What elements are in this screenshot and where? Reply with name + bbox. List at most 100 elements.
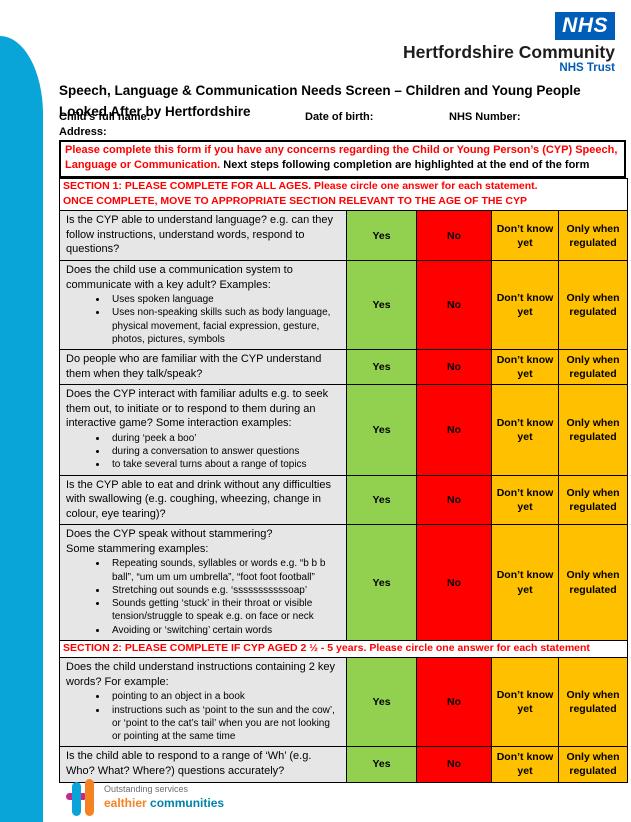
answer-yes[interactable]: Yes [346, 384, 417, 476]
answer-only-when-regulated[interactable]: Only when regulated [557, 259, 629, 351]
answer-only-when-regulated[interactable]: Only when regulated [557, 524, 629, 642]
h-icon-orange-bar [85, 779, 94, 816]
question-example-item: Stretching out sounds e.g. ‘ssssssssssso… [108, 584, 340, 597]
completion-notice-box: Please complete this form if you have an… [59, 140, 626, 178]
question-text: Does the CYP speak without stammering? S… [66, 528, 273, 555]
question-cell: Does the child understand instructions c… [59, 657, 347, 748]
question-text: Do people who are familiar with the CYP … [66, 353, 322, 380]
question-cell: Does the CYP interact with familiar adul… [59, 384, 347, 476]
question-row-s1-2: Does the child use a communication syste… [59, 259, 629, 351]
question-row-s2-1: Does the child understand instructions c… [59, 657, 629, 748]
question-row-s1-5: Is the CYP able to eat and drink without… [59, 474, 629, 526]
answer-yes[interactable]: Yes [346, 474, 417, 526]
left-accent-bar [0, 36, 43, 822]
answer-dont-know-yet[interactable]: Don’t know yet [491, 474, 559, 526]
answer-yes[interactable]: Yes [346, 746, 417, 783]
answer-only-when-regulated[interactable]: Only when regulated [557, 349, 629, 386]
question-cell: Is the CYP able to eat and drink without… [59, 474, 347, 526]
answer-dont-know-yet[interactable]: Don’t know yet [491, 657, 559, 748]
address-field-label[interactable]: Address: [59, 126, 107, 138]
question-text: Is the child able to respond to a range … [66, 750, 312, 777]
question-example-item: Repeating sounds, syllables or words e.g… [108, 557, 340, 584]
question-example-item: Uses non-speaking skills such as body la… [108, 306, 340, 346]
question-cell: Is the CYP able to understand language? … [59, 210, 347, 261]
footer-tagline-orange: ealthier [104, 795, 147, 810]
question-row-s1-1: Is the CYP able to understand language? … [59, 210, 629, 261]
question-example-item: during ‘peek a boo’ [108, 432, 340, 445]
question-example-item: during a conversation to answer question… [108, 445, 340, 458]
answer-yes[interactable]: Yes [346, 210, 417, 261]
section-2-row: SECTION 2: PLEASE COMPLETE IF CYP AGED 2… [58, 640, 629, 659]
answer-dont-know-yet[interactable]: Don’t know yet [491, 384, 559, 476]
answer-no[interactable]: No [416, 746, 492, 783]
footer-brand: Outstanding services ealthier communitie… [64, 779, 224, 816]
question-example-item: Uses spoken language [108, 293, 340, 306]
answer-no[interactable]: No [416, 349, 492, 386]
answer-no[interactable]: No [416, 384, 492, 476]
question-text: Does the CYP interact with familiar adul… [66, 388, 329, 430]
question-example-item: pointing to an object in a book [108, 690, 340, 703]
answer-yes[interactable]: Yes [346, 524, 417, 642]
page-header: NHS Hertfordshire Community NHS Trust [60, 12, 615, 76]
answer-only-when-regulated[interactable]: Only when regulated [557, 474, 629, 526]
screen-table: SECTION 1: PLEASE COMPLETE FOR ALL AGES.… [58, 177, 629, 783]
nhs-logo: NHS [555, 12, 615, 40]
question-examples-list: Uses spoken languageUses non-speaking sk… [66, 293, 340, 346]
notice-red-text: Please complete this form if you have an… [65, 144, 618, 172]
question-example-item: to take several turns about a range of t… [108, 458, 340, 471]
footer-tagline: Outstanding services ealthier communitie… [104, 784, 224, 810]
footer-tagline-teal: communities [146, 795, 225, 810]
question-examples-list: pointing to an object in a bookinstructi… [66, 690, 340, 743]
organisation-name: Hertfordshire Community [403, 42, 615, 62]
nhs-number-field-label[interactable]: NHS Number: [449, 111, 521, 123]
question-row-s1-3: Do people who are familiar with the CYP … [59, 349, 629, 386]
healthier-communities-h-icon [64, 779, 97, 816]
child-name-field-label[interactable]: Child’s full name: [59, 111, 151, 123]
section-1-row: SECTION 1: PLEASE COMPLETE FOR ALL AGES.… [58, 177, 629, 212]
answer-only-when-regulated[interactable]: Only when regulated [557, 210, 629, 261]
answer-dont-know-yet[interactable]: Don’t know yet [491, 524, 559, 642]
footer-tagline-line2: ealthier communities [104, 796, 224, 811]
patient-fields-row: Child’s full name: Date of birth: NHS Nu… [59, 111, 625, 123]
answer-dont-know-yet[interactable]: Don’t know yet [491, 210, 559, 261]
answer-yes[interactable]: Yes [346, 657, 417, 748]
answer-dont-know-yet[interactable]: Don’t know yet [491, 746, 559, 783]
answer-no[interactable]: No [416, 657, 492, 748]
answer-no[interactable]: No [416, 210, 492, 261]
question-cell: Do people who are familiar with the CYP … [59, 349, 347, 386]
page-title-line1: Speech, Language & Communication Needs S… [59, 83, 581, 98]
question-row-s1-6: Does the CYP speak without stammering? S… [59, 524, 629, 642]
question-cell: Does the child use a communication syste… [59, 259, 347, 351]
answer-only-when-regulated[interactable]: Only when regulated [557, 657, 629, 748]
section-2-header: SECTION 2: PLEASE COMPLETE IF CYP AGED 2… [58, 640, 629, 659]
question-text: Does the child use a communication syste… [66, 263, 293, 291]
answer-only-when-regulated[interactable]: Only when regulated [557, 746, 629, 783]
screen-table-body: SECTION 1: PLEASE COMPLETE FOR ALL AGES.… [58, 177, 629, 783]
question-example-item: Sounds getting ‘stuck’ in their throat o… [108, 597, 340, 624]
organisation-subtitle: NHS Trust [559, 62, 615, 75]
answer-yes[interactable]: Yes [346, 259, 417, 351]
question-text: Does the child understand instructions c… [66, 661, 336, 688]
h-icon-blue-bar [72, 782, 81, 816]
answer-dont-know-yet[interactable]: Don’t know yet [491, 259, 559, 351]
question-row-s2-2: Is the child able to respond to a range … [59, 746, 629, 783]
question-examples-list: during ‘peek a boo’during a conversation… [66, 432, 340, 472]
question-cell: Does the CYP speak without stammering? S… [59, 524, 347, 642]
answer-yes[interactable]: Yes [346, 349, 417, 386]
question-text: Is the CYP able to understand language? … [66, 214, 334, 256]
question-row-s1-4: Does the CYP interact with familiar adul… [59, 384, 629, 476]
answer-only-when-regulated[interactable]: Only when regulated [557, 384, 629, 476]
page-title: Speech, Language & Communication Needs S… [59, 81, 625, 123]
notice-black-text: Next steps following completion are high… [220, 159, 590, 172]
page-title-line2: Looked After by Hertfordshire [59, 103, 251, 119]
question-cell: Is the child able to respond to a range … [59, 746, 347, 783]
answer-no[interactable]: No [416, 474, 492, 526]
answer-dont-know-yet[interactable]: Don’t know yet [491, 349, 559, 386]
question-examples-list: Repeating sounds, syllables or words e.g… [66, 557, 340, 637]
date-of-birth-field-label[interactable]: Date of birth: [305, 111, 374, 123]
answer-no[interactable]: No [416, 259, 492, 351]
answer-no[interactable]: No [416, 524, 492, 642]
question-text: Is the CYP able to eat and drink without… [66, 478, 331, 520]
question-example-item: instructions such as ‘point to the sun a… [108, 704, 340, 744]
